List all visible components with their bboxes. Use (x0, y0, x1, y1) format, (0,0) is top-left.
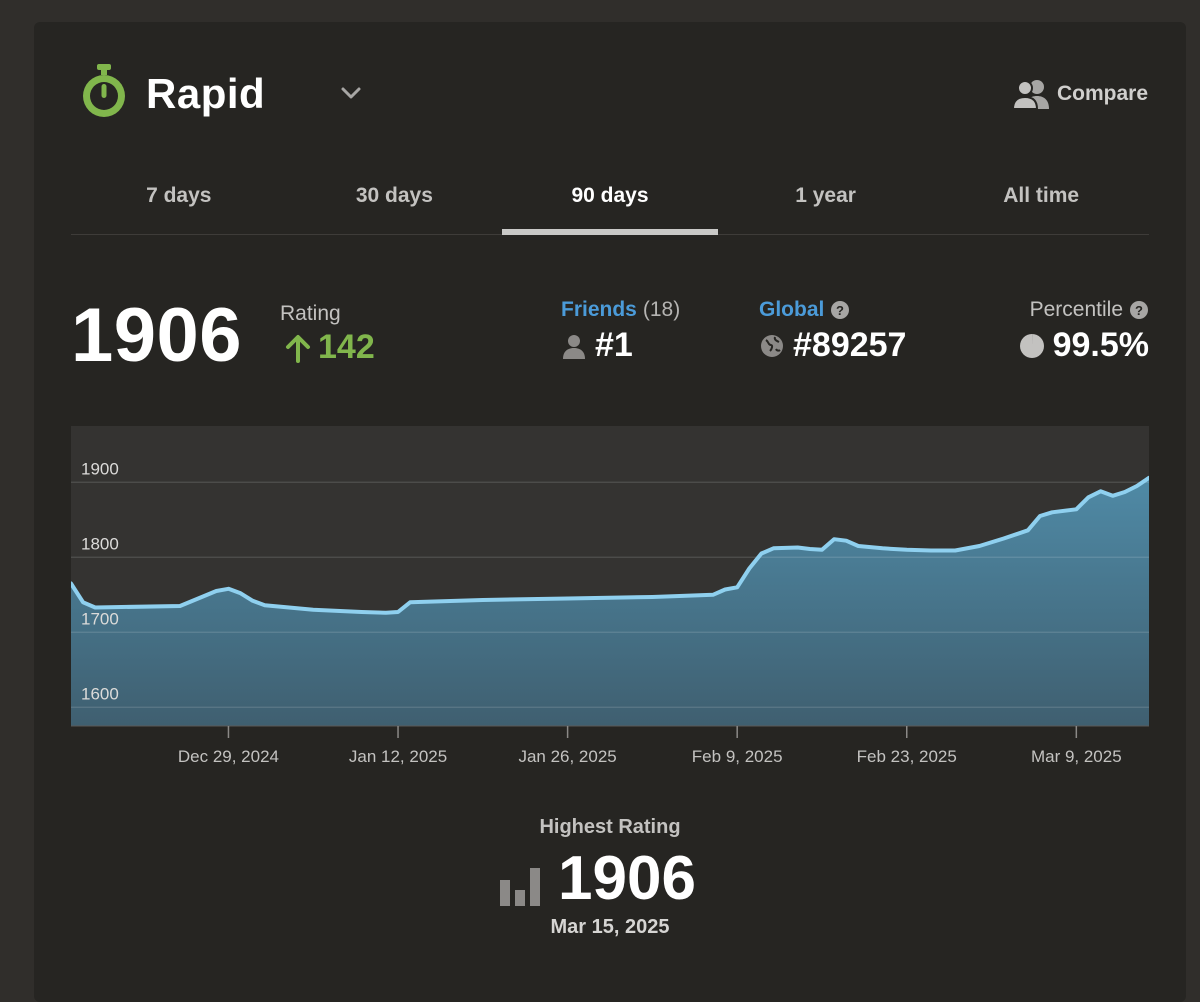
chevron-down-icon[interactable] (338, 80, 364, 106)
friends-rank: #1 (595, 326, 633, 364)
x-tick-label: Dec 29, 2024 (178, 747, 279, 766)
header: Rapid Compare (80, 62, 1148, 126)
rating-line (71, 475, 1149, 615)
tab-30-days[interactable]: 30 days (355, 184, 433, 207)
y-tick-label: 1700 (81, 609, 119, 628)
help-icon[interactable]: ? (830, 300, 850, 320)
rating-label: Rating (280, 302, 341, 325)
tab-all-time[interactable]: All time (1003, 184, 1080, 207)
friends-count: (18) (642, 298, 681, 321)
stopwatch-icon (83, 64, 125, 117)
global-stat: Global ? #89257 (759, 298, 906, 365)
x-tick-label: Feb 23, 2025 (857, 747, 957, 766)
highest-rating-value: 1906 (558, 843, 696, 913)
rating-chart-svg: 1600 1700 1800 1900 Dec 29, 2024 Jan 12, 2025… (71, 426, 1149, 766)
x-tick-label: Mar 9, 2025 (1031, 747, 1122, 766)
tab-7-days[interactable]: 7 days (146, 184, 212, 207)
arrow-up-icon (286, 334, 310, 363)
users-icon (1012, 80, 1049, 110)
rating-chart[interactable]: 1600 1700 1800 1900 Dec 29, 2024 Jan 12, 2025… (71, 426, 1149, 766)
highest-rating-date: Mar 15, 2025 (550, 916, 670, 938)
compare-label: Compare (1056, 82, 1148, 105)
x-tick-label: Feb 9, 2025 (692, 747, 783, 766)
svg-text:?: ? (1135, 303, 1143, 318)
bar-chart-icon (500, 868, 540, 906)
time-range-tabs: 7 days 30 days 90 days 1 year All time (71, 172, 1149, 235)
tab-1-year[interactable]: 1 year (795, 184, 856, 207)
friends-link[interactable]: Friends (561, 298, 637, 321)
user-icon (563, 334, 585, 359)
percentile-stat: Percentile ? 99.5% (1019, 298, 1149, 365)
global-rank: #89257 (793, 326, 907, 364)
svg-text:?: ? (836, 303, 844, 318)
y-tick-label: 1600 (81, 684, 119, 703)
percentile-value: 99.5% (1052, 326, 1149, 364)
rating-area (71, 477, 1149, 726)
current-rating: 1906 (71, 293, 243, 378)
global-link[interactable]: Global (759, 298, 825, 321)
tab-90-days[interactable]: 90 days (502, 172, 718, 235)
game-mode-title[interactable]: Rapid (146, 70, 266, 117)
x-tick-label: Jan 12, 2025 (349, 747, 447, 766)
pie-chart-icon (1019, 333, 1044, 358)
highest-rating: 1906 (500, 842, 696, 914)
highest-rating-label: Highest Rating (539, 816, 681, 838)
friends-stat: Friends (18) #1 (561, 298, 680, 365)
percentile-label: Percentile (1029, 298, 1123, 321)
x-tick-label: Jan 26, 2025 (518, 747, 616, 766)
rating-change: 142 (284, 328, 375, 367)
rating-change-value: 142 (318, 328, 375, 366)
stats-card: Rapid Compare 7 days 30 days 90 days 1 y… (34, 22, 1186, 1002)
globe-icon (761, 334, 783, 357)
compare-button[interactable]: Compare (1012, 76, 1148, 112)
y-tick-label: 1900 (81, 459, 119, 478)
help-icon[interactable]: ? (1129, 300, 1149, 320)
y-tick-label: 1800 (81, 534, 119, 553)
